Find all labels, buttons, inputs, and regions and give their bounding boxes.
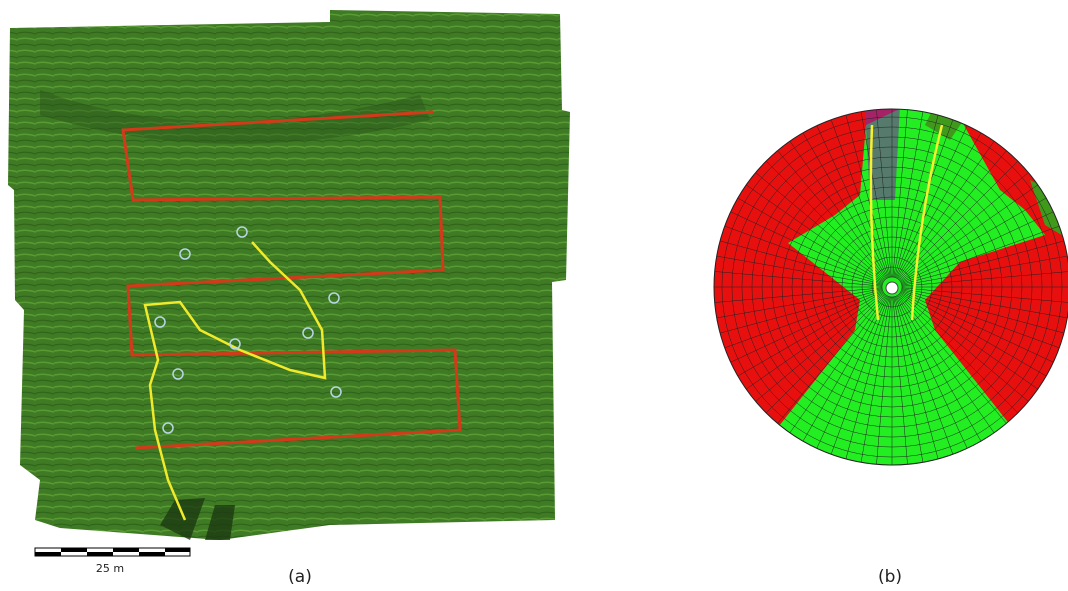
polar-map: [700, 100, 1068, 480]
scale-bar: [35, 548, 190, 556]
origin: [886, 282, 898, 294]
scale-label: 25 m: [96, 562, 124, 575]
panel-label: (b): [878, 567, 902, 587]
panel-label: (a): [288, 567, 312, 587]
aerial-image: [8, 10, 570, 540]
figure: 25 m (a) (b): [0, 0, 1068, 587]
